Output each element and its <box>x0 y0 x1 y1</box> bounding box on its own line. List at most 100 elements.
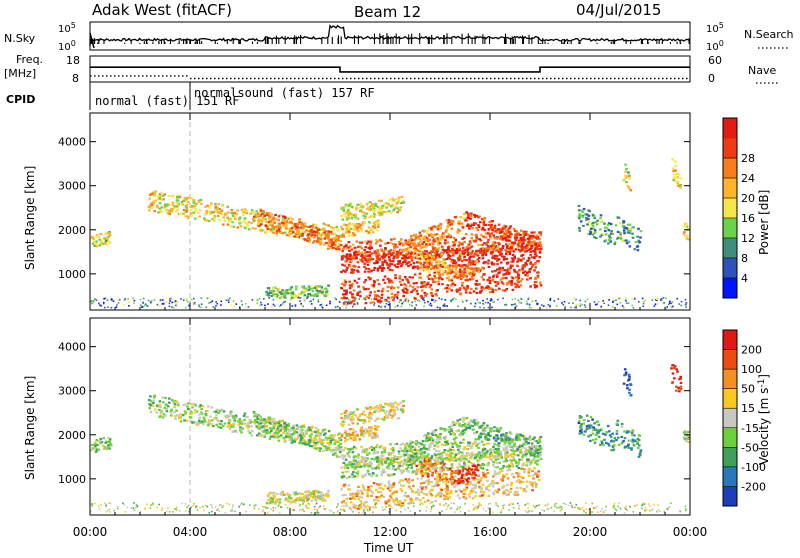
power-echo-cell <box>104 233 107 235</box>
power-echo-cell <box>494 225 497 227</box>
power-echo-cell <box>221 205 224 207</box>
power-echo-cell <box>519 234 522 236</box>
power-echo-cell <box>372 231 375 233</box>
power-echo-cell <box>484 261 487 263</box>
vel-echo-cell <box>345 464 348 466</box>
power-echo-cell <box>488 288 491 290</box>
power-echo-cell <box>265 291 268 293</box>
vel-echo-cell <box>94 445 97 447</box>
power-ground-cell <box>113 300 115 302</box>
power-echo-cell <box>106 236 109 238</box>
vel-echo-cell <box>241 423 244 425</box>
power-ground-cell <box>519 302 521 304</box>
power-echo-cell <box>461 284 464 286</box>
power-echo-cell <box>348 217 351 219</box>
power-ground-cell <box>433 299 435 301</box>
vel-echo-cell <box>207 424 210 426</box>
power-echo-cell <box>382 279 385 281</box>
power-echo-cell <box>419 273 422 275</box>
power-echo-cell <box>435 261 438 263</box>
power-ground-cell <box>384 306 386 308</box>
power-ground-cell <box>662 303 664 305</box>
power-echo-cell <box>414 266 417 268</box>
power-echo-cell <box>587 218 590 220</box>
power-echo-cell <box>475 250 478 252</box>
vel-echo-cell <box>250 434 253 436</box>
power-echo-cell <box>270 228 273 230</box>
power-echo-cell <box>467 254 470 256</box>
power-echo-cell <box>509 246 512 248</box>
power-echo-cell <box>404 260 407 262</box>
power-echo-cell <box>314 287 317 289</box>
vel-echo-cell <box>249 432 252 434</box>
vel-echo-cell <box>110 444 113 446</box>
vel-echo-cell <box>376 475 379 477</box>
power-echo-cell <box>506 262 509 264</box>
vel-echo-cell <box>273 426 276 428</box>
vel-echo-cell <box>446 467 449 469</box>
power-echo-cell <box>348 223 351 225</box>
power-echo-cell <box>421 243 424 245</box>
power-echo-cell <box>469 218 472 220</box>
power-echo-cell <box>467 223 470 225</box>
power-ground-cell <box>335 299 337 301</box>
power-ground-cell <box>241 300 243 302</box>
power-echo-cell <box>462 217 465 219</box>
vel-echo-cell <box>103 437 106 439</box>
power-echo-cell <box>595 221 598 223</box>
power-ground-cell <box>160 299 162 301</box>
vel-echo-cell <box>260 422 263 424</box>
power-ground-cell <box>103 302 105 304</box>
power-echo-cell <box>348 235 351 237</box>
power-echo-cell <box>356 293 359 295</box>
power-echo-cell <box>452 254 455 256</box>
nsearch-label: N.Search <box>744 28 794 41</box>
power-echo-cell <box>442 270 445 272</box>
power-echo-cell <box>351 270 354 272</box>
power-echo-cell <box>430 278 433 280</box>
vel-echo-cell <box>313 444 316 446</box>
power-echo-cell <box>540 234 543 236</box>
power-echo-cell <box>348 281 351 283</box>
power-echo-cell <box>485 247 488 249</box>
vel-echo-cell <box>508 465 511 467</box>
power-echo-cell <box>466 251 469 253</box>
power-echo-cell <box>628 187 631 189</box>
vel-echo-cell <box>156 405 159 407</box>
power-echo-cell <box>415 282 418 284</box>
power-ground-cell <box>491 307 493 309</box>
power-echo-cell <box>313 234 316 236</box>
vel-echo-cell <box>94 448 97 450</box>
power-echo-cell <box>371 247 374 249</box>
power-echo-cell <box>245 212 248 214</box>
power-echo-cell <box>500 262 503 264</box>
power-echo-cell <box>487 262 490 264</box>
power-echo-cell <box>367 271 370 273</box>
power-ground-cell <box>349 300 351 302</box>
power-ground-cell <box>685 299 687 301</box>
power-ground-cell <box>549 306 551 308</box>
power-echo-cell <box>295 233 298 235</box>
vel-echo-cell <box>170 410 173 412</box>
power-echo-cell <box>342 219 345 221</box>
power-echo-cell <box>468 227 471 229</box>
vel-echo-cell <box>332 454 335 456</box>
power-echo-cell <box>233 226 236 228</box>
power-echo-cell <box>348 250 351 252</box>
power-echo-cell <box>393 199 396 201</box>
power-echo-cell <box>517 273 520 275</box>
power-echo-cell <box>501 229 504 231</box>
vel-echo-cell <box>400 470 403 472</box>
vel-echo-cell <box>361 456 364 458</box>
power-echo-cell <box>374 250 377 252</box>
power-echo-cell <box>344 271 347 273</box>
power-ground-cell <box>111 299 113 301</box>
power-echo-cell <box>520 230 523 232</box>
power-ground-cell <box>526 301 528 303</box>
vel-echo-cell <box>517 463 520 465</box>
power-echo-cell <box>487 239 490 241</box>
power-echo-cell <box>366 251 369 253</box>
power-echo-cell <box>479 252 482 254</box>
power-echo-cell <box>508 243 511 245</box>
vel-echo-cell <box>398 450 401 452</box>
